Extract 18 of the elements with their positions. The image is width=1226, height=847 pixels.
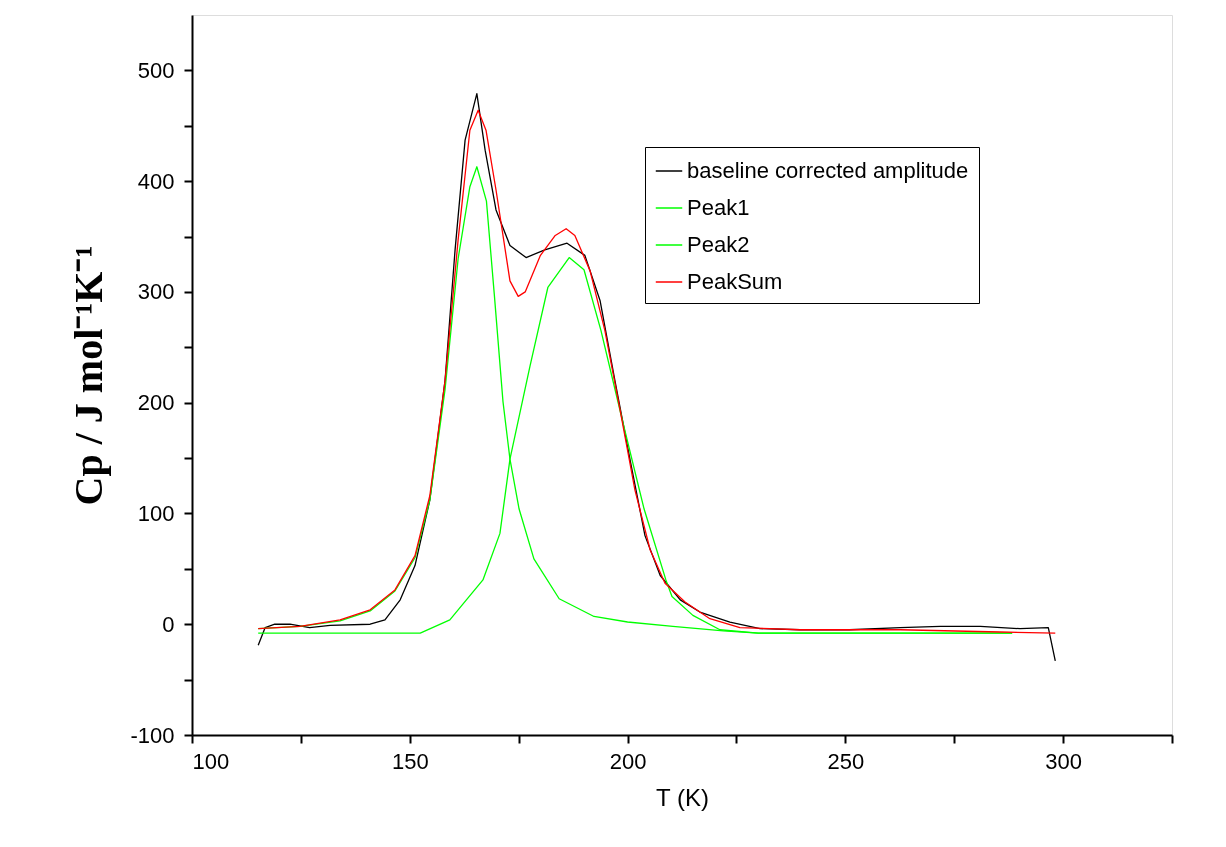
y-axis-title: Cp / J mol⁻¹K⁻¹	[66, 245, 112, 506]
x-axis-title: T (K)	[656, 783, 709, 811]
legend-label: Peak1	[687, 195, 750, 220]
y-tick-label: 300	[137, 279, 175, 305]
legend-label: PeakSum	[687, 269, 783, 294]
x-tick-label: 150	[391, 748, 429, 774]
legend-label: baseline corrected amplitude	[687, 158, 969, 183]
y-tick-label: 200	[137, 390, 175, 416]
y-tick-label: 500	[137, 57, 175, 83]
x-tick-label: 250	[827, 748, 865, 774]
y-tick-label: 100	[137, 500, 175, 526]
y-tick-label: 0	[162, 611, 175, 637]
x-tick-label: 200	[609, 748, 647, 774]
legend-label: Peak2	[687, 232, 750, 257]
x-tick-label: 100	[192, 748, 230, 774]
y-tick-label: 400	[137, 168, 175, 194]
x-tick-label: 300	[1045, 748, 1082, 774]
y-tick-label: -100	[130, 722, 175, 748]
